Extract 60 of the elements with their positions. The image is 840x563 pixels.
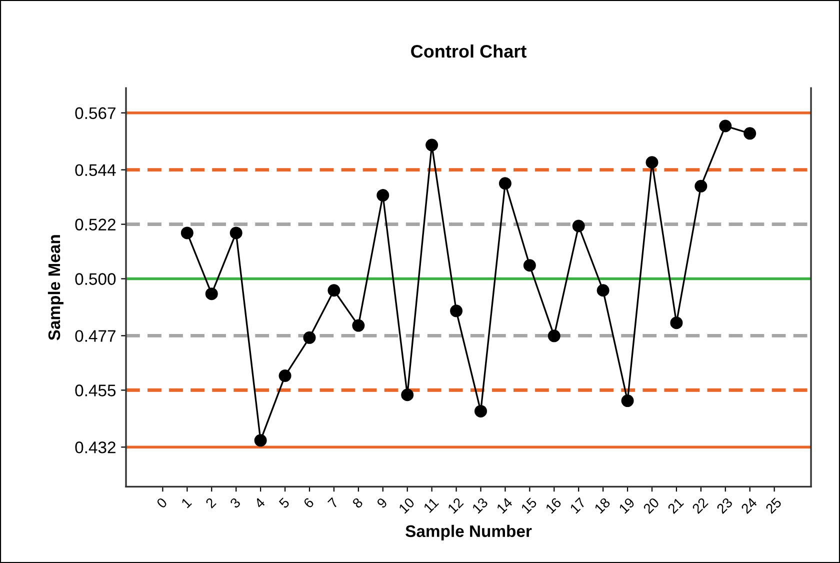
y-tick-label: 0.500 — [75, 273, 116, 285]
point — [744, 127, 756, 140]
x-tick-label: 4 — [254, 497, 266, 509]
point — [180, 226, 194, 240]
point — [523, 259, 536, 272]
point — [401, 388, 414, 402]
x-tick-label: 10 — [398, 497, 416, 514]
point — [450, 304, 463, 318]
point — [352, 319, 365, 332]
x-tick-label: 14 — [496, 497, 513, 514]
y-tick-label: 0.567 — [75, 107, 116, 120]
x-tick-label: 6 — [302, 497, 314, 509]
x-tick-label: 16 — [545, 497, 562, 514]
point — [205, 288, 218, 300]
point — [621, 394, 634, 408]
point — [646, 156, 658, 169]
x-tick-label: 18 — [594, 497, 611, 514]
point — [694, 180, 708, 192]
y-tick-label: 0.477 — [75, 330, 116, 342]
y-tick-label: 0.544 — [75, 164, 116, 176]
point — [572, 220, 585, 232]
point — [670, 316, 683, 330]
point — [426, 138, 438, 152]
point — [254, 434, 267, 447]
point — [376, 189, 390, 202]
x-tick-label: 19 — [618, 497, 636, 514]
x-tick-label: 23 — [716, 497, 734, 514]
x-tick-label: 15 — [520, 497, 538, 514]
x-tick-label: 9 — [376, 497, 388, 509]
x-tick-label: 3 — [229, 497, 242, 509]
x-tick-label: 5 — [278, 497, 290, 509]
x-tick-label: 7 — [328, 497, 339, 509]
y-tick-label: 0.455 — [75, 384, 116, 396]
point — [719, 120, 732, 132]
x-tick-label: 21 — [667, 497, 684, 514]
y-tick-label: 0.432 — [75, 442, 116, 454]
chart-title: Control Chart — [411, 44, 526, 58]
x-tick-label: 17 — [570, 497, 586, 514]
x-tick-label: 24 — [740, 496, 758, 514]
x-tick-label: 20 — [642, 497, 660, 514]
point — [474, 404, 487, 418]
x-tick-label: 12 — [447, 497, 464, 514]
point — [278, 370, 292, 382]
y-axis-title: Sample Mean — [48, 235, 64, 340]
x-tick-label: 8 — [352, 497, 364, 509]
x-tick-label: 11 — [423, 497, 439, 513]
point — [498, 177, 512, 190]
point — [303, 331, 316, 344]
x-tick-label: 0 — [156, 497, 168, 509]
x-tick-label: 22 — [692, 497, 708, 514]
x-tick-label: 13 — [472, 497, 488, 514]
x-tick-label: 25 — [765, 497, 782, 514]
y-tick-label: 0.522 — [75, 218, 116, 230]
x-tick-label: 1 — [180, 497, 192, 508]
point — [328, 284, 340, 297]
x-tick-label: 2 — [205, 497, 216, 509]
x-axis-title: Sample Number — [406, 524, 532, 540]
point — [548, 330, 560, 342]
point — [596, 284, 610, 297]
point — [230, 226, 242, 240]
